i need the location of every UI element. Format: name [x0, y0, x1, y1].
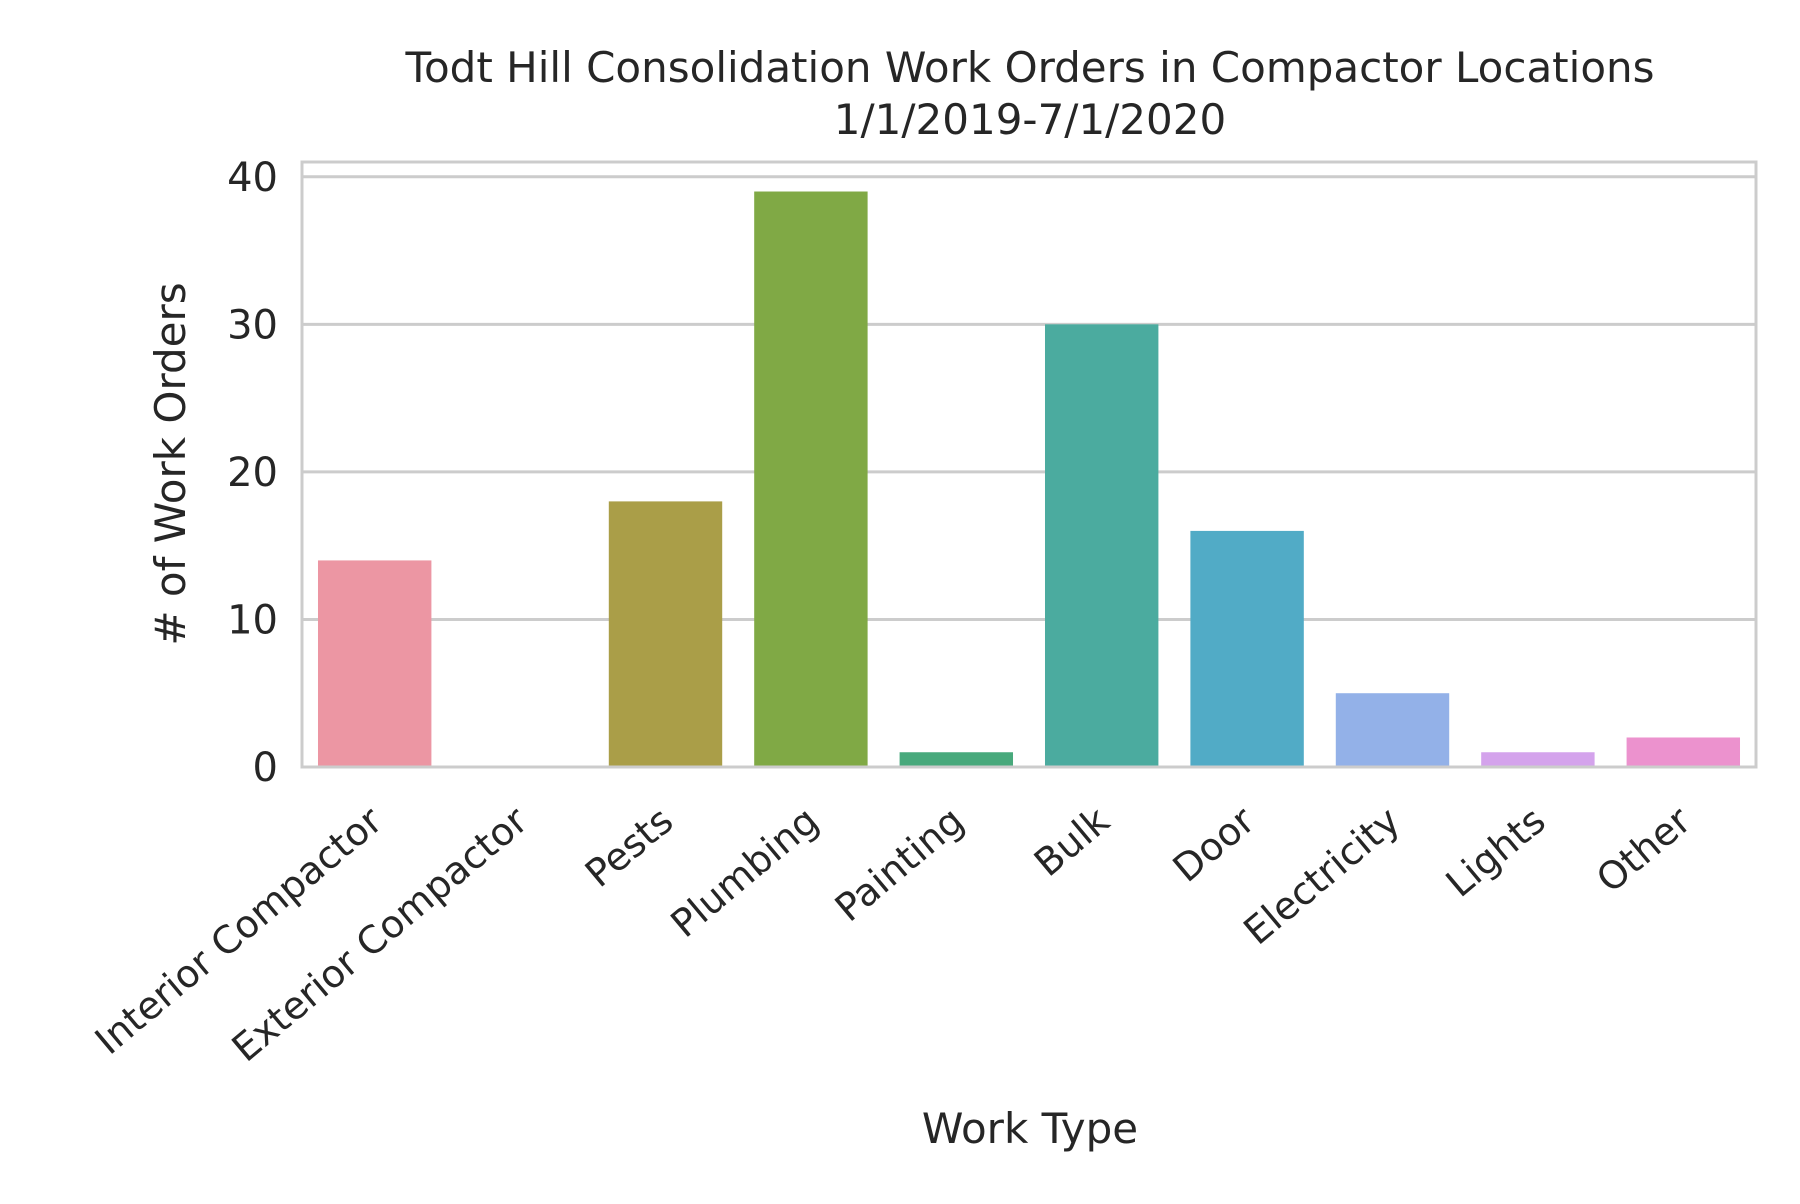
chart-title: Todt Hill Consolidation Work Orders in C… [404, 43, 1654, 144]
bars [317, 191, 1741, 767]
chart-title-line-2: 1/1/2019-7/1/2020 [834, 95, 1226, 144]
x-tick-label: Door [1165, 798, 1264, 891]
y-tick-label: 30 [227, 302, 278, 348]
bar-painting [899, 752, 1014, 767]
bar-door [1190, 530, 1304, 767]
x-tick-label: Bulk [1026, 798, 1118, 885]
x-axis-label: Work Type [922, 1104, 1138, 1153]
y-tick-label: 10 [227, 597, 278, 643]
x-tick-label: Electricity [1235, 798, 1408, 953]
y-tick-label: 0 [253, 745, 278, 791]
x-tick-label: Other [1588, 798, 1699, 901]
x-tick-label: Lights [1438, 798, 1554, 905]
y-tick-label: 20 [227, 450, 278, 496]
plot-frame [300, 160, 1758, 769]
bar-pests [608, 501, 723, 767]
bar-electricity [1335, 693, 1450, 767]
x-tick-label: Pests [577, 798, 681, 896]
x-tick-label: Painting [827, 798, 972, 930]
bar-bulk [1044, 324, 1159, 767]
bar-other [1626, 737, 1741, 767]
y-tick-labels: 0 10 20 30 40 [227, 155, 278, 791]
y-gridlines [302, 175, 1756, 769]
bar-interior-compactor [317, 560, 432, 767]
x-tick-label: Plumbing [662, 798, 826, 946]
y-tick-label: 40 [227, 155, 278, 201]
y-axis-label: # of Work Orders [146, 282, 195, 645]
bar-lights [1481, 752, 1595, 767]
chart-title-line-1: Todt Hill Consolidation Work Orders in C… [404, 43, 1654, 92]
bar-plumbing [754, 191, 868, 767]
